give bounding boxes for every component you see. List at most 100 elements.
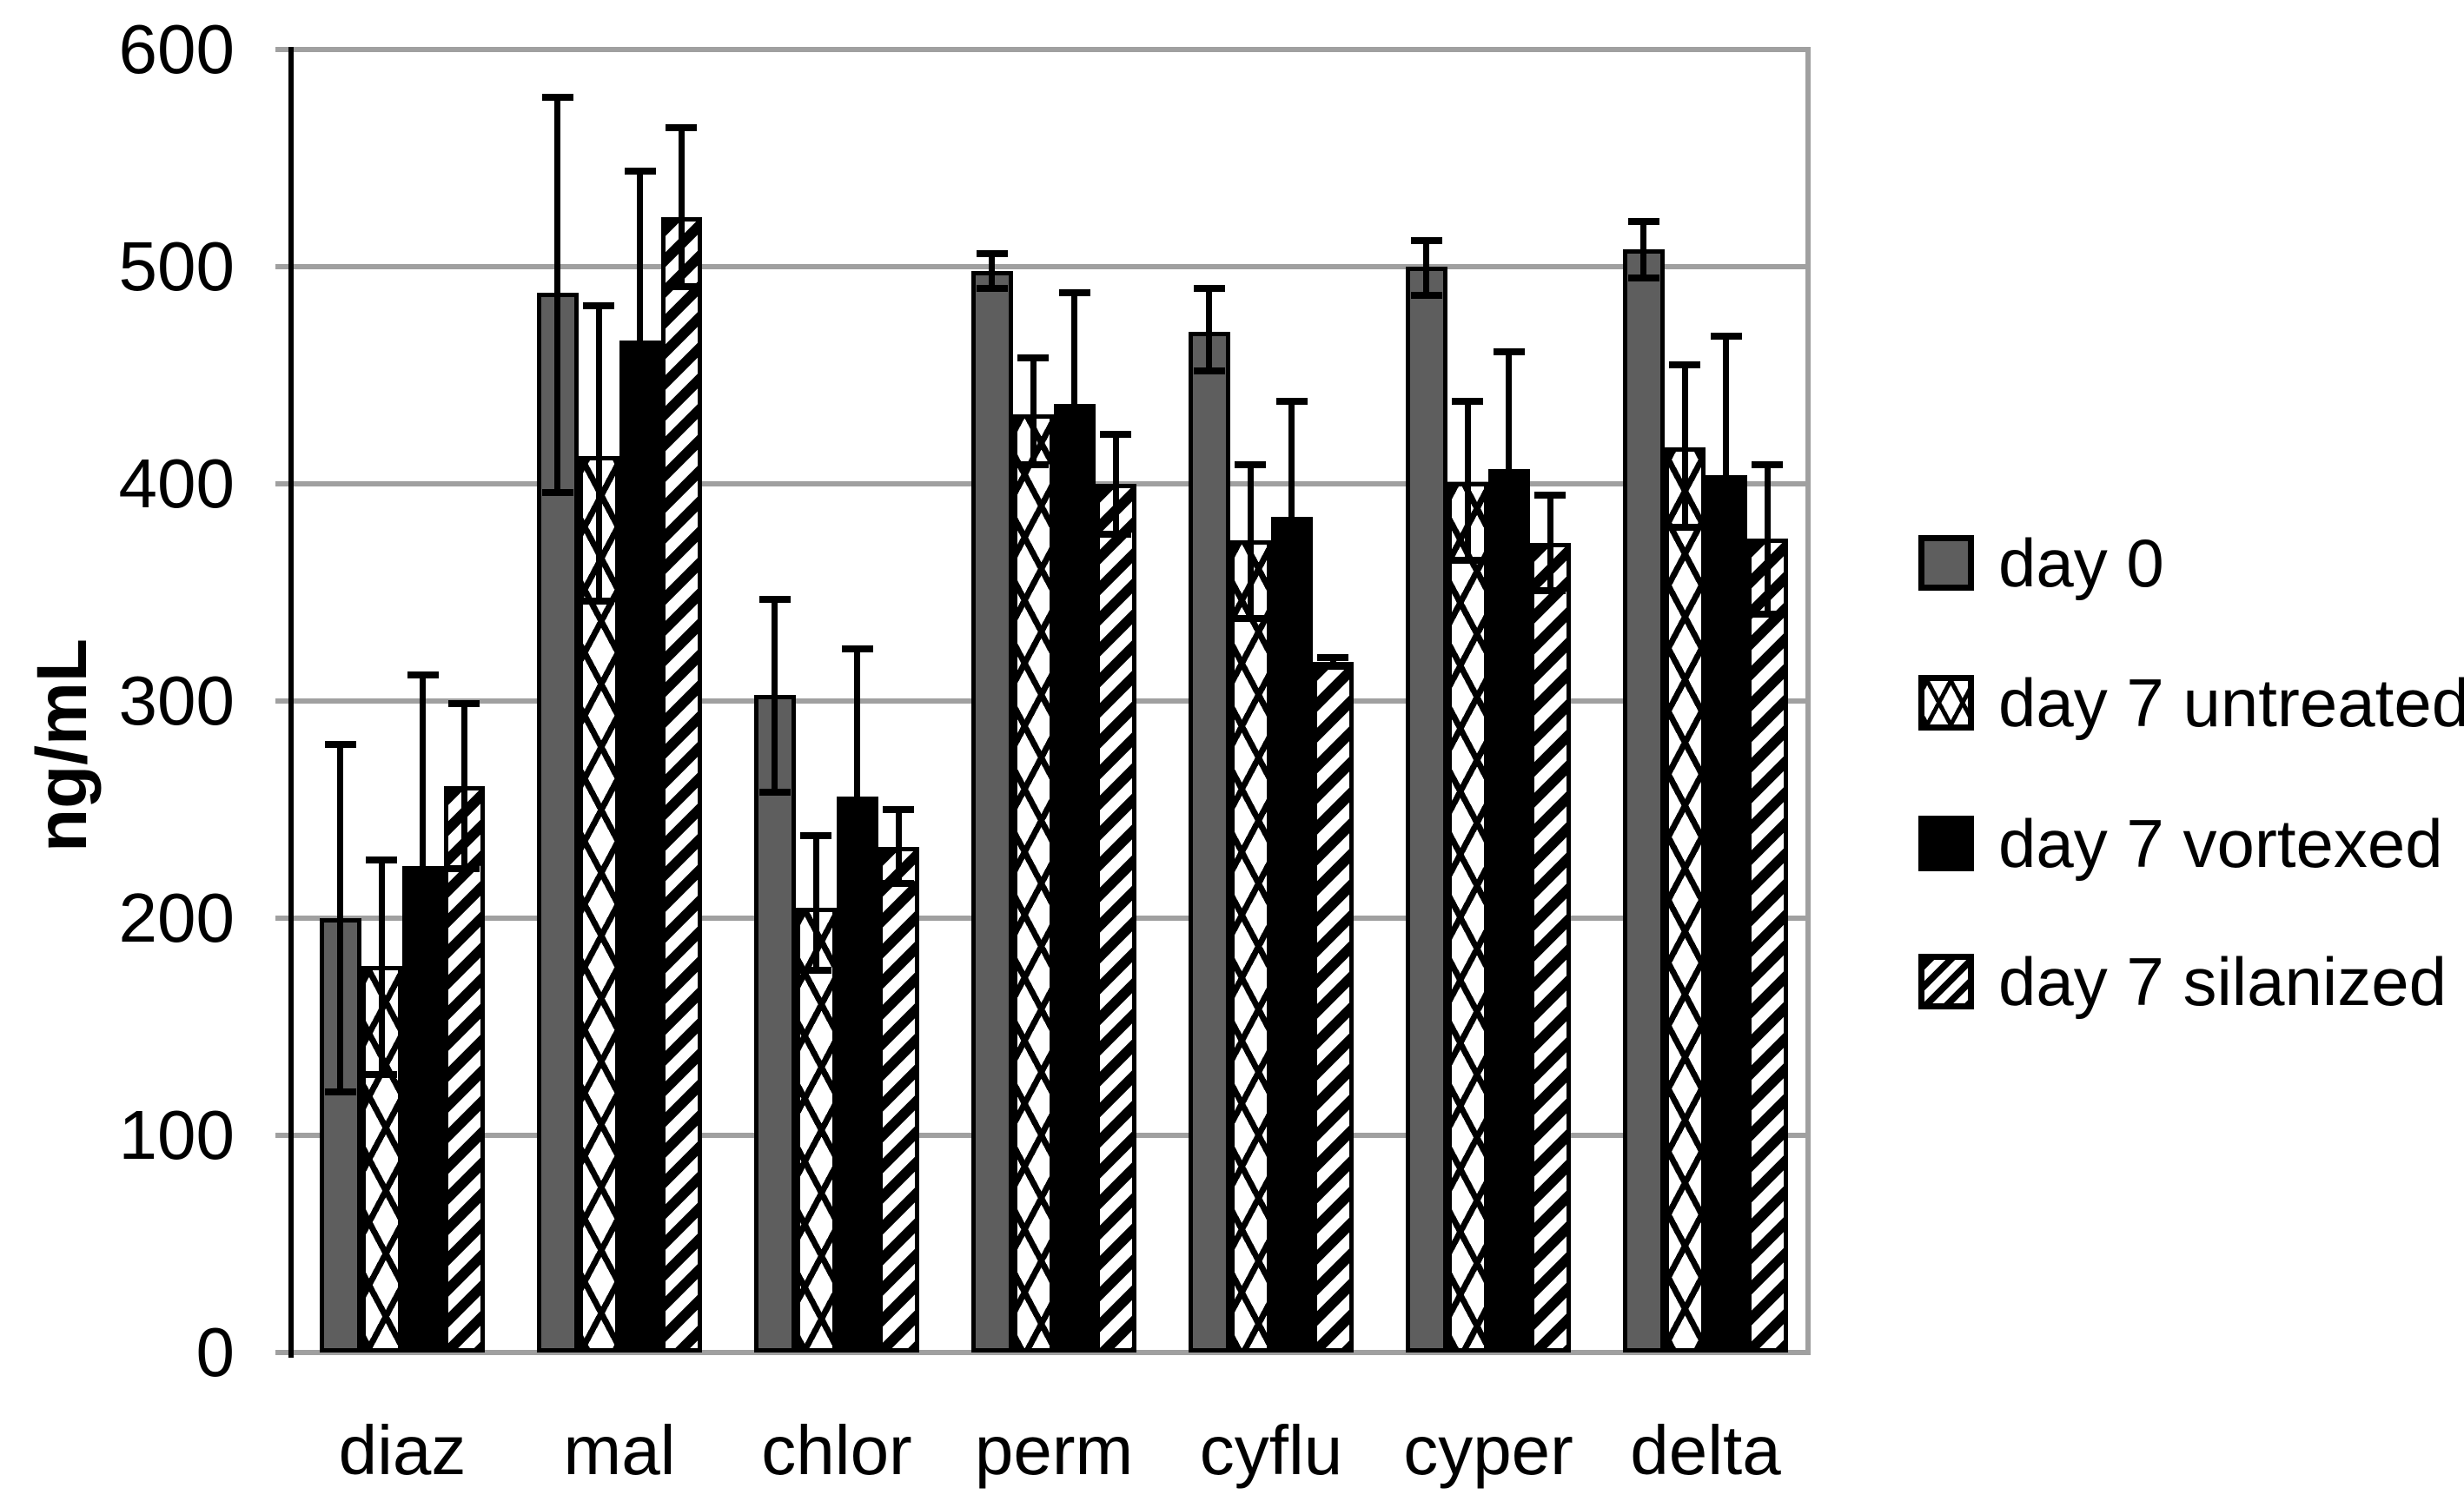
error-bar	[1547, 494, 1553, 591]
error-bar-cap-top	[1017, 354, 1050, 361]
error-bar-cap-bottom	[1452, 556, 1484, 564]
error-bar-cap-bottom	[1235, 615, 1267, 622]
error-bar-cap-top	[1669, 360, 1701, 368]
error-bar	[595, 306, 602, 601]
bar-diaz-day-7-silanized	[443, 785, 485, 1353]
x-category-label-cyper: cyper	[1403, 1412, 1573, 1489]
bar-cyper-day-7-vortexed	[1488, 468, 1530, 1353]
error-bar	[678, 128, 685, 287]
x-category-label-chlor: chlor	[761, 1412, 912, 1489]
error-bar-cap-top	[541, 94, 573, 101]
error-bar-cap-bottom	[1669, 524, 1701, 531]
error-bar	[1071, 293, 1078, 514]
bar-mal-day-7-untreated	[578, 455, 619, 1353]
legend-swatch-solid-black	[1918, 816, 1974, 871]
error-bar-cap-bottom	[841, 941, 873, 948]
error-bar-cap-bottom	[1017, 460, 1050, 468]
error-bar-cap-top	[883, 806, 915, 813]
x-category-label-delta: delta	[1630, 1412, 1781, 1489]
legend-item: day 7 silanized	[1918, 948, 2447, 1015]
y-axis-tick-mark	[275, 1350, 291, 1355]
x-category-label-diaz: diaz	[338, 1412, 467, 1489]
legend-item: day 7 untreated	[1918, 669, 2464, 737]
bar-delta-day-7-untreated	[1664, 446, 1706, 1353]
error-bar	[554, 97, 561, 493]
y-axis-tick-mark	[275, 47, 291, 52]
y-tick-label: 300	[118, 662, 235, 739]
error-bar-cap-top	[800, 832, 832, 839]
error-bar-cap-bottom	[1193, 367, 1225, 374]
x-category-label-mal: mal	[563, 1412, 676, 1489]
error-bar-cap-top	[583, 302, 615, 309]
error-bar-cap-top	[1493, 347, 1525, 355]
error-bar-cap-top	[758, 595, 791, 603]
x-category-label-perm: perm	[974, 1412, 1134, 1489]
error-bar-cap-top	[1235, 460, 1267, 468]
error-bar-cap-bottom	[666, 282, 698, 290]
y-tick-label: 600	[118, 10, 235, 88]
error-bar	[1112, 433, 1119, 534]
bar-cyflu-day-7-silanized	[1312, 662, 1354, 1353]
error-bar	[1247, 464, 1254, 618]
legend-item: day 0	[1918, 529, 2164, 597]
error-bar-cap-bottom	[624, 506, 656, 513]
error-bar	[989, 254, 996, 288]
error-bar-cap-top	[1058, 289, 1090, 296]
error-bar-cap-bottom	[1752, 611, 1784, 618]
error-bar	[1464, 401, 1471, 560]
error-bar	[378, 859, 385, 1075]
bar-diaz-day-7-untreated	[361, 966, 402, 1353]
error-bar-cap-bottom	[541, 489, 573, 496]
error-bar-cap-top	[1710, 333, 1742, 340]
bar-chlor-day-0	[754, 694, 796, 1353]
bar-perm-day-7-vortexed	[1054, 403, 1096, 1353]
error-bar	[1640, 221, 1647, 278]
y-tick-label: 0	[195, 1313, 235, 1391]
bar-delta-day-7-silanized	[1746, 538, 1788, 1353]
error-bar	[772, 599, 778, 792]
bar-cyflu-day-7-vortexed	[1271, 516, 1313, 1353]
error-bar-cap-top	[1193, 285, 1225, 292]
error-bar	[1506, 351, 1513, 586]
legend-swatch-diagonal-stripes	[1918, 954, 1974, 1009]
error-bar-cap-top	[1100, 430, 1132, 438]
bar-delta-day-0	[1623, 249, 1665, 1353]
error-bar	[1764, 464, 1771, 614]
legend-label: day 0	[1998, 525, 2164, 601]
error-bar-cap-bottom	[407, 1054, 439, 1061]
y-tick-label: 200	[118, 879, 235, 956]
error-bar-cap-bottom	[1100, 530, 1132, 538]
bar-perm-day-0	[971, 271, 1013, 1353]
error-bar-cap-top	[1627, 217, 1659, 225]
error-bar-cap-bottom	[883, 880, 915, 887]
error-bar-cap-top	[666, 124, 698, 131]
error-bar-cap-top	[448, 699, 480, 707]
y-axis-tick-mark	[275, 916, 291, 921]
error-bar-cap-bottom	[448, 864, 480, 872]
error-bar	[1030, 358, 1037, 465]
plot-right-border	[1805, 47, 1811, 1355]
bar-chlor-day-7-silanized	[878, 846, 919, 1353]
legend-swatch-solid-gray	[1918, 535, 1974, 591]
bar-perm-day-7-untreated	[1012, 414, 1054, 1353]
error-bar	[1423, 241, 1430, 295]
error-bar-cap-bottom	[1534, 586, 1566, 594]
x-axis-line	[291, 1350, 1811, 1355]
error-bar-cap-top	[407, 671, 439, 678]
bar-cyflu-day-7-untreated	[1229, 540, 1271, 1353]
error-bar-cap-top	[624, 168, 656, 175]
y-tick-label: 100	[118, 1096, 235, 1174]
x-category-label-cyflu: cyflu	[1199, 1412, 1343, 1489]
legend-label: day 7 untreated	[1998, 665, 2464, 741]
error-bar-cap-top	[1275, 398, 1308, 405]
error-bar-cap-top	[366, 856, 398, 863]
legend-swatch-diamond-lattice	[1918, 675, 1974, 731]
bar-mal-day-7-silanized	[660, 216, 702, 1353]
error-bar-cap-bottom	[1275, 628, 1308, 635]
error-bar-cap-top	[1410, 237, 1442, 244]
y-tick-label: 500	[118, 228, 235, 305]
error-bar	[637, 171, 644, 510]
error-bar-cap-bottom	[1493, 582, 1525, 590]
gridline	[291, 47, 1805, 52]
